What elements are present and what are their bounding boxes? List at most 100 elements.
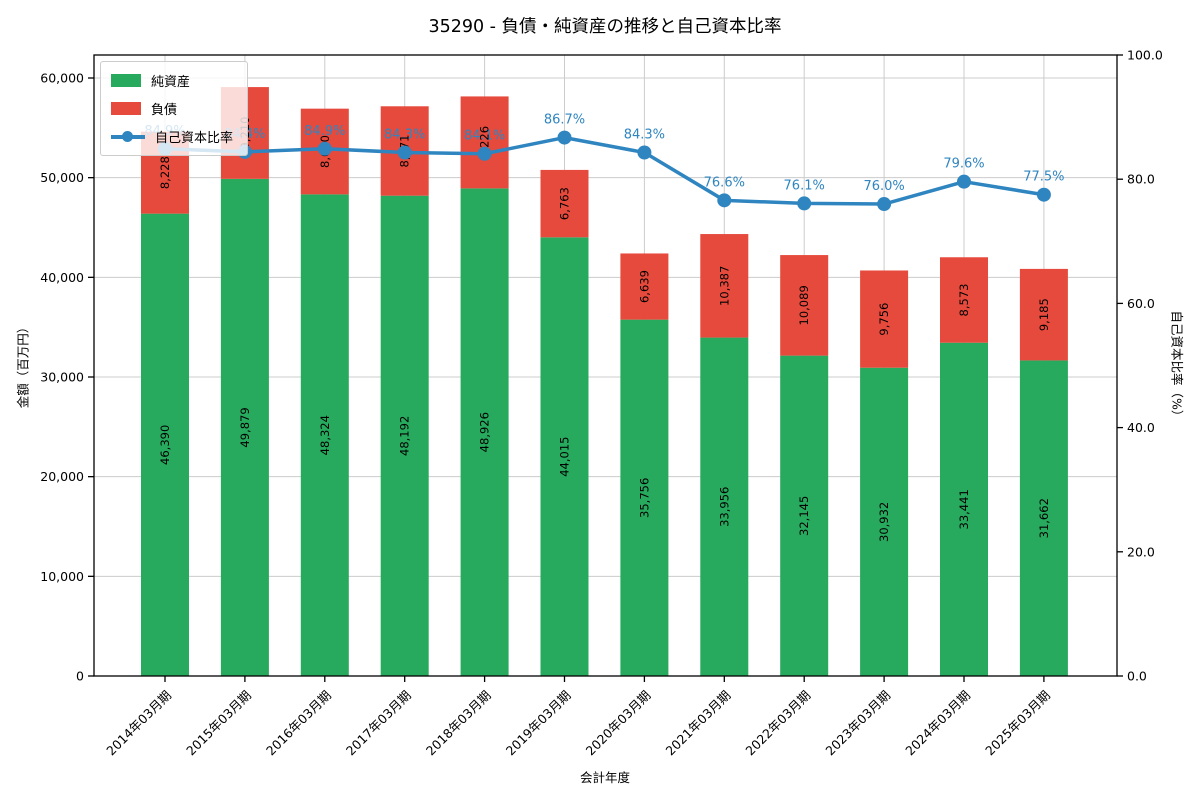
ratio-line-swatch-icon <box>111 130 145 143</box>
ratio-point-label: 84.3% <box>624 127 665 142</box>
ratio-point-label: 76.1% <box>784 178 825 193</box>
ratio-point-label: 76.0% <box>863 179 904 194</box>
legend: 純資産 負債 自己資本比率 <box>100 61 249 156</box>
equity-value-label: 48,926 <box>478 412 492 452</box>
liabilities-value-label: 10,089 <box>797 285 811 325</box>
bar-segment-liabilities <box>540 169 589 238</box>
x-tick-label: 2016年03月期 <box>263 688 334 759</box>
equity-value-label: 49,879 <box>238 407 252 447</box>
x-tick-label: 2020年03月期 <box>583 688 654 759</box>
liabilities-value-label: 10,387 <box>717 266 731 306</box>
x-tick-label: 2019年03月期 <box>503 688 574 759</box>
y-right-tick-label: 0.0 <box>1127 669 1147 684</box>
equity-value-label: 30,932 <box>877 502 891 542</box>
liabilities-value-label: 8,228 <box>158 156 172 189</box>
equity-value-label: 33,441 <box>957 489 971 529</box>
liabilities-value-label: 9,185 <box>1037 298 1051 331</box>
ratio-line <box>163 135 1046 206</box>
x-tick-label: 2021年03月期 <box>663 688 734 759</box>
legend-item-equity: 純資産 <box>111 71 233 90</box>
ratio-marker <box>717 193 732 208</box>
bar-segment-liabilities <box>700 234 749 338</box>
bar-segment-liabilities <box>1019 268 1068 361</box>
ratio-marker <box>397 145 412 160</box>
y-right-tick-label: 100.0 <box>1127 48 1163 63</box>
legend-item-ratio: 自己資本比率 <box>111 127 233 146</box>
bar-segment-equity <box>940 342 988 676</box>
liabilities-value-label: 6,639 <box>637 270 651 303</box>
x-tick-label: 2025年03月期 <box>982 688 1053 759</box>
bar-segment-equity <box>380 195 429 676</box>
equity-value-label: 35,756 <box>637 478 651 518</box>
ratio-point-label: 79.6% <box>943 157 984 172</box>
bar-segment-equity <box>220 178 269 677</box>
equity-value-label: 44,015 <box>558 437 572 477</box>
bar-segment-liabilities <box>780 255 829 356</box>
ratio-point-label: 84.9% <box>304 124 345 139</box>
y-right-tick-label: 40.0 <box>1127 420 1155 435</box>
ratio-marker <box>877 197 892 212</box>
equity-value-label: 48,324 <box>318 415 332 455</box>
y-left-tick-label: 40,000 <box>40 270 84 285</box>
bar-segment-equity <box>620 319 669 676</box>
ratio-point-label: 86.7% <box>544 113 585 128</box>
liabilities-value-label: 8,573 <box>957 284 971 317</box>
bar-segment-equity <box>540 237 589 676</box>
equity-value-label: 33,956 <box>717 487 731 527</box>
ratio-marker <box>557 130 572 145</box>
legend-item-liabilities: 負債 <box>111 99 233 118</box>
y-right-tick-label: 20.0 <box>1127 544 1155 559</box>
ratio-marker <box>637 145 652 160</box>
bar-segment-equity <box>460 188 509 677</box>
ratio-marker <box>957 174 971 189</box>
x-tick-label: 2023年03月期 <box>822 688 893 759</box>
ratio-marker <box>797 196 812 211</box>
x-tick-label: 2017年03月期 <box>343 688 414 759</box>
ratio-marker <box>317 141 332 156</box>
liabilities-swatch-icon <box>111 102 141 115</box>
bar-segment-equity <box>300 194 349 677</box>
bar-segment-equity <box>1019 360 1068 676</box>
x-tick-label: 2024年03月期 <box>902 688 973 759</box>
bar-segment-liabilities <box>460 96 509 189</box>
x-tick-label: 2015年03月期 <box>183 688 254 759</box>
x-tick-label: 2014年03月期 <box>103 688 174 759</box>
chart-title: 35290 - 負債・純資産の推移と自己資本比率 <box>428 17 782 37</box>
bar-segment-equity <box>860 367 909 676</box>
bar-segment-equity <box>700 337 749 676</box>
equity-value-label: 32,145 <box>797 496 811 536</box>
y-left-tick-label: 20,000 <box>40 469 84 484</box>
legend-label-liabilities: 負債 <box>151 103 178 118</box>
legend-label-ratio: 自己資本比率 <box>155 131 234 146</box>
y-left-tick-label: 0 <box>76 669 84 684</box>
y-left-tick-label: 50,000 <box>40 170 84 185</box>
equity-swatch-icon <box>111 74 141 87</box>
y-left-tick-label: 30,000 <box>40 370 84 385</box>
y-right-tick-label: 80.0 <box>1127 172 1155 187</box>
ratio-marker <box>477 146 492 161</box>
liabilities-value-label: 6,763 <box>558 187 572 220</box>
x-tick-label: 2022年03月期 <box>742 688 813 759</box>
equity-value-label: 31,662 <box>1037 498 1051 538</box>
axis-frame <box>93 54 1118 677</box>
legend-label-equity: 純資産 <box>151 75 191 90</box>
x-axis-label: 会計年度 <box>579 770 630 785</box>
bar-segment-liabilities <box>940 257 988 343</box>
equity-value-label: 48,192 <box>398 416 412 456</box>
ratio-point-label: 84.3% <box>384 127 425 142</box>
ratio-point-label: 84.1% <box>464 129 505 144</box>
ratio-marker <box>1036 187 1051 202</box>
ratio-point-label: 76.6% <box>704 175 745 190</box>
liabilities-value-label: 9,756 <box>877 303 891 336</box>
bar-segment-equity <box>141 213 189 676</box>
bar-segment-equity <box>780 355 829 676</box>
y-left-tick-label: 60,000 <box>40 71 84 86</box>
bar-segment-liabilities <box>860 270 909 368</box>
y-left-tick-label: 10,000 <box>40 569 84 584</box>
y-right-tick-label: 60.0 <box>1127 296 1155 311</box>
ratio-point-label: 77.5% <box>1023 170 1064 185</box>
bar-segment-liabilities <box>620 253 669 320</box>
equity-value-label: 46,390 <box>158 425 172 465</box>
